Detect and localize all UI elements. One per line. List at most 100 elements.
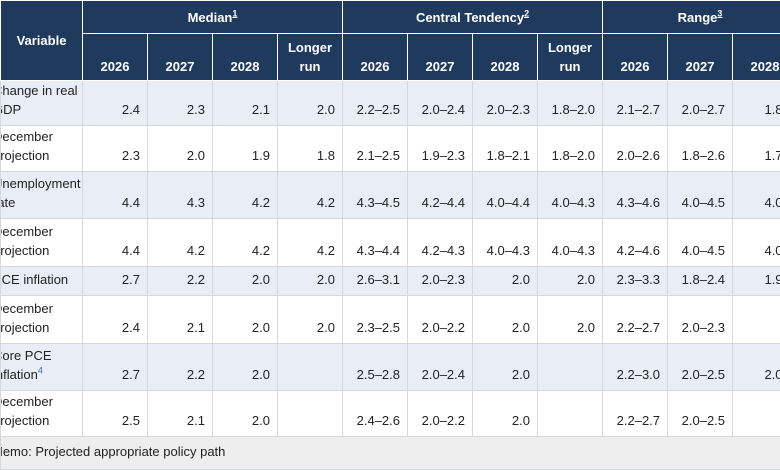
value-cell: 1.9 [212,125,278,172]
row-label: Change in real GDP [2,83,78,117]
row-label-wrap: December projection [2,392,80,430]
column-header: 2028 [212,33,278,81]
cell-value: 4.2–4.4 [421,195,465,210]
cell-value: 2.1 [186,413,205,428]
group-header: Median1 [82,0,343,34]
cell-value: 4.2 [316,195,335,210]
value-cell: 4.2–4.3 [407,218,473,267]
value-cell: 4.2 [212,218,278,267]
value-cell: 2.3–3.3 [602,266,669,296]
value-cell: 2.2 [147,266,213,296]
column-row: 2026 2027 2028 Longer run 2026 2027 2028 Longer… [1,33,780,81]
footnote-ref: 4 [37,365,43,376]
value-cell: 2.0 [472,343,538,391]
value-cell: 2.0 [277,295,343,344]
table-header: Variable Median1 Central Tendency2 Range3 … [0,0,780,81]
cell-value: 4.0–4.3 [486,243,530,258]
row-label-cell: December projection [0,125,83,172]
group-label: Range [677,9,718,25]
value-cell: 4.2 [147,218,213,267]
row-label: Core PCE inflation [2,348,52,382]
cell-value: 4.3–4.5 [356,195,400,210]
cell-value: 2.0–2.4 [421,102,465,117]
cell-value: 2.5–2.8 [356,367,400,382]
cell-value: 4.0–4 [764,243,780,258]
value-cell: 4.4 [82,171,148,219]
cell-value: 2.1–2.7 [616,102,661,117]
value-cell: 2.0–2.2 [407,390,473,437]
value-cell: 2.4–2.6 [342,390,408,437]
column-header: 2026 [82,33,148,81]
cell-value: 4.2 [186,243,205,258]
cell-value: 2.2–2.7 [616,320,661,335]
value-cell: 2.0 [212,266,278,296]
value-cell: 2 [732,390,780,437]
cell-value: 4.4 [121,195,140,210]
value-cell: 2.6–3.1 [342,266,408,296]
value-cell: 2.0 [472,295,538,344]
cell-value: 2.0 [511,367,530,382]
cell-value: 2.0 [251,272,270,287]
value-cell: 2.0 [536,295,604,344]
cell-value: 1.8–2.6 [681,148,726,163]
value-cell: 4.3–4.6 [602,171,669,219]
row-label-wrap: December projection [0,299,80,337]
row-label-wrap: Change in real GDP [2,82,80,120]
value-cell [277,343,343,391]
value-cell: 4.3–4.4 [342,218,408,267]
cell-value: 1.8–2.0 [551,148,596,163]
column-header-text: 2026 [100,59,130,74]
value-cell: 2.2–2.5 [342,80,408,126]
value-cell: 2.1–2.7 [602,80,669,126]
row-label-cell: December projection [0,295,83,344]
cell-value: 2.2 [186,272,205,287]
cell-value: 2.0 [316,320,335,335]
cell-value: 2.4 [121,102,140,117]
cell-value: 4.0–4.4 [486,195,530,210]
cell-value: 2.2–3.0 [616,367,661,382]
table-row: Unemployment rate 4.4 4.3 4.2 4.2 4.3–4.5 4.2–… [0,171,780,219]
value-cell: 4.2 [277,171,343,219]
group-label: Central Tendency [415,9,525,25]
column-header: 2027 [407,33,473,81]
cell-value: 2.7 [121,272,140,287]
cell-value: 4.2 [251,243,270,258]
row-label: December projection [0,301,53,335]
value-cell: 2.4 [82,295,148,344]
value-cell: 2 [732,295,780,344]
table-row: December projection 2.3 2.0 1.9 1.8 2.1–2.5 1.… [0,125,780,172]
cell-value: 2.0 [251,320,270,335]
cell-value: 2.0–2 [764,367,780,382]
row-label-cell: PCE inflation [0,266,83,296]
cell-value: 2.1–2.5 [356,148,400,163]
cell-value: 4.3–4.4 [356,243,400,258]
value-cell: 2.5–2.8 [342,343,408,391]
cell-value: 4.0–4 [764,195,780,210]
cell-value: 1.9–2 [764,272,780,287]
cell-value: 1.8–2.0 [551,102,596,117]
column-header: 2026 [342,33,408,81]
column-header-text: 2027 [685,59,715,74]
column-header: Longer run [277,33,343,81]
value-cell: 4.0–4.3 [536,171,604,219]
row-label-cell: December projection [0,218,83,267]
row-label-wrap: PCE inflation [2,270,80,289]
value-cell: 4.0–4.3 [472,218,538,267]
cell-value: 1.8–2.4 [681,272,726,287]
row-label-cell: Unemployment rate [0,171,83,219]
value-cell: 1.9–2.3 [407,125,473,172]
value-cell: 2.0–2.2 [407,295,473,344]
value-cell: 2.1–2.5 [342,125,408,172]
row-label-wrap: December projection [2,127,80,165]
value-cell: 2.4 [82,80,148,126]
footnote-ref: 3 [717,8,723,19]
value-cell: 2.3 [147,80,213,126]
cell-value: 2.1 [186,320,205,335]
memo-row: Memo: Projected appropriate policy path [0,436,780,470]
column-header-text: 2028 [750,59,780,74]
cell-value: 2.0 [186,148,205,163]
value-cell: 1.8–2 [732,80,780,126]
value-cell: 4.0–4 [732,218,780,267]
value-cell: 1.7–2 [732,125,780,172]
